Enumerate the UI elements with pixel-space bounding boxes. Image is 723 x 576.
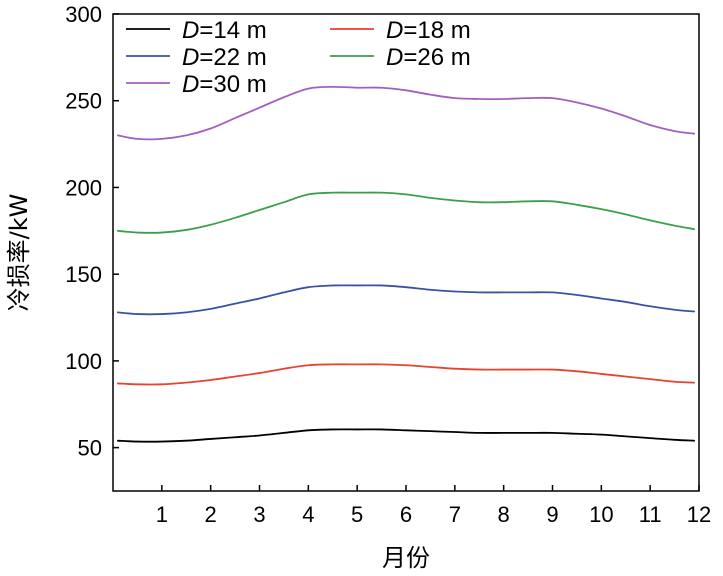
legend-item-5: D=30 m: [126, 71, 267, 98]
legend-label: D=30 m: [182, 71, 267, 98]
legend-item-1: D=14 m: [126, 17, 267, 44]
x-tick-label: 10: [589, 502, 613, 527]
legend-item-3: D=22 m: [126, 44, 267, 71]
legend-label-value: =30 m: [199, 71, 266, 98]
x-tick-label: 12: [687, 502, 711, 527]
series-line-4: [116, 191, 696, 234]
legend: D=14 m D=18 mD=22 m D=26 mD=30 m: [126, 17, 471, 98]
x-tick-label: 8: [498, 502, 510, 527]
y-tick-label: 300: [65, 2, 102, 27]
legend-label: D=26 m: [386, 44, 471, 71]
legend-label-value: =18 m: [403, 17, 470, 44]
series-line-2: [116, 363, 696, 386]
x-tick-label: 9: [546, 502, 558, 527]
legend-label-value: =22 m: [199, 44, 266, 71]
legend-label: D=14 m: [182, 17, 267, 44]
legend-label-variable: D: [182, 71, 199, 98]
legend-label: D=18 m: [386, 17, 471, 44]
x-tick-label: 7: [449, 502, 461, 527]
y-axis-title: 冷损率/kW: [5, 194, 33, 312]
legend-label-value: =14 m: [199, 17, 266, 44]
legend-label-value: =26 m: [403, 44, 470, 71]
legend-label-variable: D: [182, 44, 199, 71]
x-tick-label: 4: [302, 502, 314, 527]
legend-label-variable: D: [182, 17, 199, 44]
x-tick-label: 3: [253, 502, 265, 527]
series-line-5: [116, 85, 696, 141]
x-axis: 1 2 3 4 5 6 7 8 9 10 11 12: [156, 485, 711, 527]
y-tick-label: 150: [65, 262, 102, 287]
x-axis-title: 月份: [382, 544, 430, 572]
y-tick-label: 250: [65, 89, 102, 114]
y-tick-label: 50: [78, 436, 102, 461]
y-tick-label: 100: [65, 349, 102, 374]
y-axis: 50 100 150 200 250 300: [65, 2, 119, 461]
x-tick-label: 11: [639, 502, 662, 527]
legend-item-4: D=26 m: [330, 44, 471, 71]
series-line-3: [116, 284, 696, 316]
legend-item-2: D=18 m: [330, 17, 471, 44]
y-tick-label: 200: [65, 175, 102, 200]
series-line-1: [116, 428, 696, 443]
x-tick-label: 2: [205, 502, 217, 527]
legend-label-variable: D: [386, 44, 403, 71]
x-tick-label: 1: [156, 502, 168, 527]
series-layer: [116, 85, 696, 443]
legend-label: D=22 m: [182, 44, 267, 71]
x-tick-label: 6: [400, 502, 412, 527]
x-tick-label: 5: [351, 502, 363, 527]
legend-label-variable: D: [386, 17, 403, 44]
